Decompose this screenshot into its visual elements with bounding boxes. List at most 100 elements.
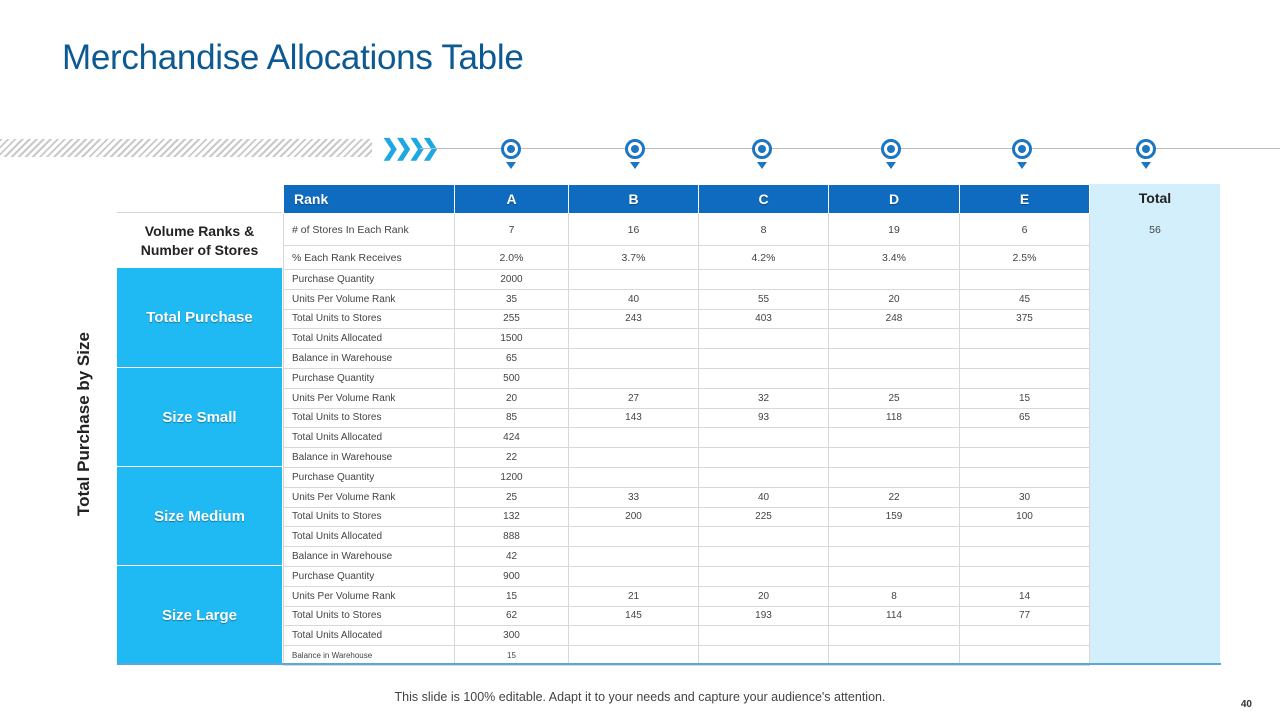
pin-marker-icon xyxy=(752,139,772,173)
table-cell: 77 xyxy=(959,605,1090,627)
table-cell: 243 xyxy=(568,308,699,330)
table-cell xyxy=(698,367,829,389)
table-cell xyxy=(568,427,699,449)
table-cell: 2.5% xyxy=(959,245,1090,270)
metric-label: Balance in Warehouse xyxy=(283,546,455,567)
table-cell: 35 xyxy=(454,288,569,310)
metric-label: Total Units Allocated xyxy=(283,427,455,449)
table-cell xyxy=(959,546,1090,567)
table-cell: 114 xyxy=(828,605,960,627)
table-cell xyxy=(698,526,829,548)
table-row: Balance in Warehouse 22 xyxy=(283,447,1090,468)
table-cell: 22 xyxy=(828,486,960,508)
table-cell: 15 xyxy=(959,387,1090,409)
table-cell xyxy=(568,625,699,647)
table-row: Purchase Quantity 500 xyxy=(283,367,1090,389)
table-cell: 20 xyxy=(698,585,829,607)
table-cell: 300 xyxy=(454,625,569,647)
chevron-arrows-icon: ❯❯❯❯ xyxy=(381,135,440,160)
volume-label-line1: Volume Ranks & xyxy=(144,222,255,239)
table-cell xyxy=(698,447,829,468)
group-label-cell: Size Small xyxy=(117,368,282,466)
table-cell: 2000 xyxy=(454,269,569,290)
metric-label: Purchase Quantity xyxy=(283,565,455,587)
volume-ranks-label: Volume Ranks & Number of Stores xyxy=(117,213,282,268)
table-cell xyxy=(568,466,699,488)
table-cell xyxy=(698,328,829,350)
table-cell xyxy=(959,427,1090,449)
footer-note: This slide is 100% editable. Adapt it to… xyxy=(394,690,886,704)
table-row: # of Stores In Each Rank 7 16 8 19 6 xyxy=(283,213,1090,246)
header-row: Rank A B C D E xyxy=(283,184,1090,214)
table-cell: 30 xyxy=(959,486,1090,508)
total-header: Total xyxy=(1138,190,1172,206)
column-header: A xyxy=(454,184,569,214)
table-cell: 22 xyxy=(454,447,569,468)
total-stores-value: 56 xyxy=(1149,224,1161,236)
table-cell xyxy=(568,269,699,290)
table-cell: 7 xyxy=(454,213,569,246)
table-row: % Each Rank Receives 2.0% 3.7% 4.2% 3.4%… xyxy=(283,245,1090,270)
table-bottom-rule xyxy=(117,663,1221,665)
group-label: Size Large xyxy=(161,606,238,624)
pin-marker-icon xyxy=(1012,139,1032,173)
table-cell: 40 xyxy=(698,486,829,508)
group-label: Size Small xyxy=(162,408,237,426)
metric-label: % Each Rank Receives xyxy=(283,245,455,270)
table-cell: 100 xyxy=(959,506,1090,528)
table-cell xyxy=(959,328,1090,350)
table-cell xyxy=(828,269,960,290)
metric-label: Total Units to Stores xyxy=(283,407,455,429)
table-cell: 40 xyxy=(568,288,699,310)
table-cell: 65 xyxy=(454,348,569,369)
table-row: Total Units to Stores 255 243 403 248 375 xyxy=(283,308,1090,330)
table-cell xyxy=(698,427,829,449)
column-header: C xyxy=(698,184,829,214)
table-cell: 4.2% xyxy=(698,245,829,270)
hatched-bar xyxy=(0,139,372,157)
table-cell xyxy=(959,269,1090,290)
metric-label: # of Stores In Each Rank xyxy=(283,213,455,246)
table-cell: 145 xyxy=(568,605,699,627)
group-label-cell: Size Large xyxy=(117,566,282,664)
table-cell xyxy=(828,427,960,449)
table-cell: 500 xyxy=(454,367,569,389)
table-row: Purchase Quantity 1200 xyxy=(283,466,1090,488)
table-cell xyxy=(568,526,699,548)
table-row: Units Per Volume Rank 25 33 40 22 30 xyxy=(283,486,1090,508)
table-cell: 25 xyxy=(828,387,960,409)
table-cell: 15 xyxy=(454,585,569,607)
total-column: Total 56 xyxy=(1090,184,1220,664)
table-cell: 900 xyxy=(454,565,569,587)
table-cell: 888 xyxy=(454,526,569,548)
column-header: D xyxy=(828,184,960,214)
table-cell xyxy=(568,367,699,389)
table-row: Units Per Volume Rank 20 27 32 25 15 xyxy=(283,387,1090,409)
table-cell: 159 xyxy=(828,506,960,528)
table-cell xyxy=(698,625,829,647)
table-cell: 248 xyxy=(828,308,960,330)
table-cell: 1500 xyxy=(454,328,569,350)
metric-label: Total Units Allocated xyxy=(283,526,455,548)
table-cell xyxy=(959,625,1090,647)
table-cell: 20 xyxy=(454,387,569,409)
pin-marker-icon xyxy=(501,139,521,173)
group-label: Size Medium xyxy=(154,507,245,525)
table-cell: 3.4% xyxy=(828,245,960,270)
volume-ranks-label-cell: Volume Ranks & Number of Stores xyxy=(117,212,282,268)
table-cell: 1200 xyxy=(454,466,569,488)
metric-label: Balance in Warehouse xyxy=(283,348,455,369)
table-cell: 375 xyxy=(959,308,1090,330)
allocation-table: Rank A B C D E # of Stores In Each Rank … xyxy=(283,184,1090,666)
metric-label: Units Per Volume Rank xyxy=(283,288,455,310)
metric-label: Purchase Quantity xyxy=(283,269,455,290)
table-cell: 93 xyxy=(698,407,829,429)
table-cell: 55 xyxy=(698,288,829,310)
table-cell: 424 xyxy=(454,427,569,449)
pin-marker-icon xyxy=(881,139,901,173)
table-cell: 193 xyxy=(698,605,829,627)
table-cell xyxy=(568,328,699,350)
pin-marker-icon xyxy=(1136,139,1156,173)
table-cell xyxy=(959,447,1090,468)
page-number: 40 xyxy=(1240,699,1252,710)
